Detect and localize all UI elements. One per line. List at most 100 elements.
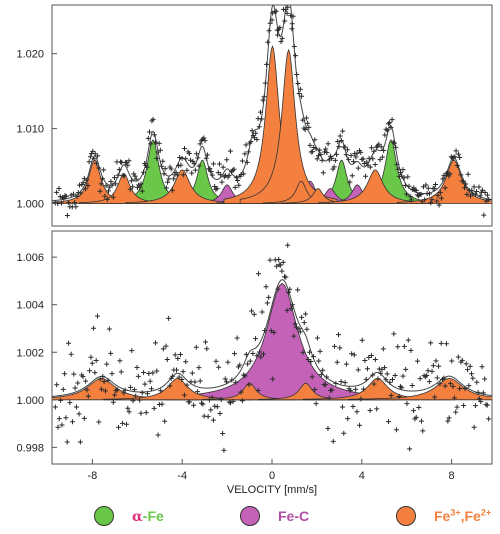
data-point: [175, 355, 181, 361]
data-point: [66, 340, 72, 346]
data-point: [254, 353, 260, 359]
data-point: [217, 411, 223, 417]
data-point: [413, 414, 419, 420]
data-point: [104, 361, 110, 367]
data-point: [424, 372, 430, 378]
data-point: [245, 149, 251, 155]
data-point: [186, 151, 192, 157]
data-point: [101, 378, 107, 384]
data-point: [479, 364, 485, 370]
data-point: [137, 184, 143, 190]
data-point: [285, 5, 291, 10]
data-point: [350, 159, 356, 165]
data-point: [187, 399, 193, 405]
data-point: [407, 193, 413, 199]
data-point: [75, 380, 81, 386]
data-point: [74, 193, 80, 199]
legend-label-alpha-fe: α-Fe: [132, 507, 164, 525]
data-point: [462, 386, 468, 392]
data-point: [114, 387, 120, 393]
data-point: [90, 148, 96, 154]
data-point: [358, 396, 364, 402]
data-point: [260, 97, 266, 103]
data-point: [230, 398, 236, 404]
data-point: [360, 156, 366, 162]
data-point: [363, 173, 369, 179]
data-point: [314, 335, 320, 341]
data-point: [237, 362, 243, 368]
data-point: [411, 408, 417, 414]
data-point: [372, 356, 378, 362]
data-point: [224, 379, 230, 385]
data-point: [160, 158, 166, 164]
data-point: [159, 163, 165, 169]
data-point: [150, 370, 156, 376]
data-point: [354, 150, 360, 156]
data-point: [262, 80, 268, 86]
data-point: [249, 308, 255, 314]
data-point: [126, 158, 132, 164]
data-point: [324, 150, 330, 156]
data-point: [152, 340, 158, 346]
y-tick-label: 1.000: [16, 395, 44, 407]
data-point: [309, 149, 315, 155]
data-point: [125, 162, 131, 168]
data-point: [486, 197, 492, 203]
data-point: [151, 405, 157, 411]
data-point: [274, 27, 280, 33]
data-point: [270, 376, 276, 382]
data-point: [280, 259, 286, 265]
data-point: [129, 348, 135, 354]
data-point: [70, 191, 76, 197]
data-point: [192, 379, 198, 385]
data-point: [83, 186, 89, 192]
data-point: [309, 374, 315, 380]
data-point: [243, 142, 249, 148]
data-point: [367, 164, 373, 170]
data-point: [134, 364, 140, 370]
data-point: [139, 390, 145, 396]
data-point: [273, 8, 279, 14]
data-point: [205, 414, 211, 420]
data-point: [123, 421, 129, 427]
data-point: [404, 401, 410, 407]
data-point: [170, 373, 176, 379]
data-point: [381, 148, 387, 154]
data-point: [458, 172, 464, 178]
data-point: [256, 271, 262, 277]
peak-fe3-fe2-6: [347, 378, 492, 401]
data-point: [439, 195, 445, 201]
data-point: [52, 200, 58, 206]
data-point: [262, 328, 268, 334]
data-point: [195, 155, 201, 161]
y-tick-label: 0.998: [16, 442, 44, 454]
data-point: [314, 156, 320, 162]
data-point: [191, 161, 197, 167]
data-point: [183, 359, 189, 365]
data-point: [463, 181, 469, 187]
data-point: [204, 346, 210, 352]
data-point: [312, 137, 318, 143]
data-point: [476, 396, 482, 402]
data-point: [68, 351, 74, 357]
data-point: [151, 132, 157, 138]
data-point: [288, 13, 294, 19]
y-tick-label: 1.006: [16, 252, 44, 264]
data-point: [387, 379, 393, 385]
data-point: [395, 166, 401, 172]
data-point: [295, 80, 301, 86]
data-point: [375, 376, 381, 382]
data-point: [368, 352, 374, 358]
data-point: [454, 404, 460, 410]
data-point: [179, 155, 185, 161]
data-point: [295, 287, 301, 293]
data-point: [342, 380, 348, 386]
data-point: [460, 178, 466, 184]
data-point: [197, 141, 203, 147]
data-point: [202, 339, 208, 345]
data-point: [105, 377, 111, 383]
data-point: [433, 358, 439, 364]
data-point: [374, 406, 380, 412]
data-point: [340, 128, 346, 134]
data-point: [322, 382, 328, 388]
